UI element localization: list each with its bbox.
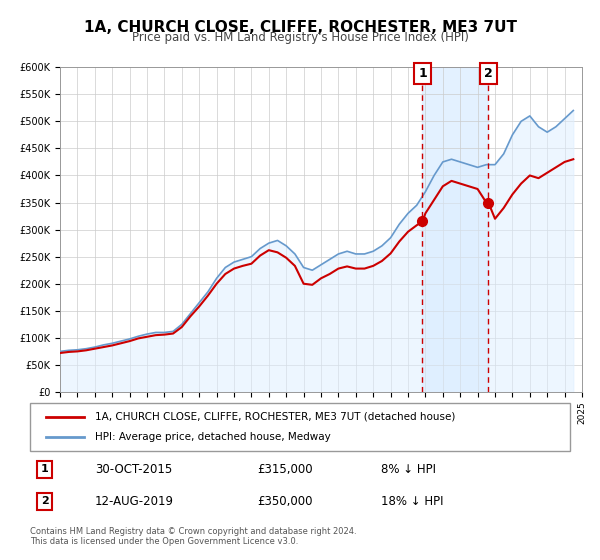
Bar [422,67,488,392]
Text: Contains HM Land Registry data © Crown copyright and database right 2024.
This d: Contains HM Land Registry data © Crown c… [30,526,356,546]
Text: 18% ↓ HPI: 18% ↓ HPI [381,495,443,508]
Text: 2: 2 [41,497,49,506]
Text: 2: 2 [484,67,493,80]
Text: 1A, CHURCH CLOSE, CLIFFE, ROCHESTER, ME3 7UT (detached house): 1A, CHURCH CLOSE, CLIFFE, ROCHESTER, ME3… [95,412,455,422]
Text: £350,000: £350,000 [257,495,312,508]
Text: 8% ↓ HPI: 8% ↓ HPI [381,463,436,476]
Text: £315,000: £315,000 [257,463,313,476]
Text: 1A, CHURCH CLOSE, CLIFFE, ROCHESTER, ME3 7UT: 1A, CHURCH CLOSE, CLIFFE, ROCHESTER, ME3… [83,20,517,35]
Text: 1: 1 [418,67,427,80]
Text: Price paid vs. HM Land Registry's House Price Index (HPI): Price paid vs. HM Land Registry's House … [131,31,469,44]
Text: 30-OCT-2015: 30-OCT-2015 [95,463,172,476]
Text: HPI: Average price, detached house, Medway: HPI: Average price, detached house, Medw… [95,432,331,442]
Text: 12-AUG-2019: 12-AUG-2019 [95,495,174,508]
FancyBboxPatch shape [30,403,570,451]
Text: 1: 1 [41,464,49,474]
